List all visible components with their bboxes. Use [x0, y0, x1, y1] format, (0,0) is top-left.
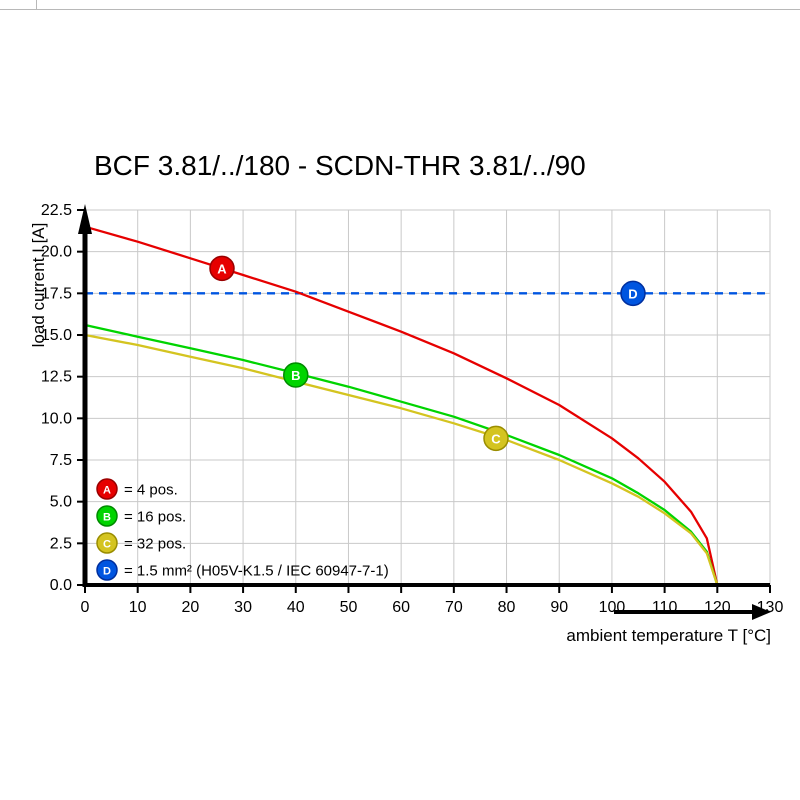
legend-swatch-A — [96, 478, 118, 500]
x-tick-label: 50 — [340, 599, 358, 616]
y-tick-label: 0.0 — [50, 577, 72, 594]
y-tick-label: 2.5 — [50, 535, 72, 552]
x-tick-label: 30 — [234, 599, 252, 616]
y-tick-label: 5.0 — [50, 494, 72, 511]
legend-swatch-B — [96, 505, 118, 527]
y-tick-label: 15.0 — [41, 327, 72, 344]
marker-letter-C: C — [491, 431, 501, 446]
x-tick-label: 60 — [392, 599, 410, 616]
marker-A — [209, 255, 235, 282]
chart-title: BCF 3.81/../180 - SCDN-THR 3.81/../90 — [94, 150, 586, 181]
x-axis-arrowhead — [752, 604, 771, 620]
legend-label-D: = 1.5 mm² (H05V-K1.5 / IEC 60947-7-1) — [124, 563, 389, 580]
y-tick-label: 10.0 — [41, 410, 72, 427]
y-tick-label: 22.5 — [41, 202, 72, 219]
legend-letter-A: A — [103, 485, 111, 497]
marker-letter-B: B — [291, 368, 300, 383]
legend-letter-C: C — [103, 539, 111, 551]
legend-label-A: = 4 pos. — [124, 482, 178, 499]
curve-B — [84, 323, 719, 586]
y-tick-label: 7.5 — [50, 452, 72, 469]
top-border-line — [0, 9, 800, 10]
x-tick-label: 80 — [498, 599, 516, 616]
legend-label-C: = 32 pos. — [124, 536, 186, 553]
legend-label-B: = 16 pos. — [124, 509, 186, 526]
x-tick-label: 0 — [81, 599, 90, 616]
x-tick-label: 40 — [287, 599, 305, 616]
y-tick-label: 20.0 — [41, 244, 72, 261]
curve-C — [84, 333, 719, 586]
marker-letter-D: D — [628, 286, 637, 301]
x-tick-label: 70 — [445, 599, 463, 616]
x-tick-label: 20 — [181, 599, 199, 616]
y-tick-label: 12.5 — [41, 369, 72, 386]
y-axis-arrowhead — [78, 204, 92, 234]
x-axis-label: ambient temperature T [°C] — [566, 626, 771, 645]
x-tick-label: 10 — [129, 599, 147, 616]
marker-letter-A: A — [217, 261, 227, 276]
marker-B — [283, 362, 309, 388]
x-tick-label: 90 — [550, 599, 568, 616]
marker-D — [620, 280, 646, 307]
legend-swatch-C — [96, 532, 118, 554]
legend-letter-D: D — [103, 566, 111, 578]
y-tick-label: 17.5 — [41, 285, 72, 302]
marker-C — [483, 425, 509, 452]
y-axis-label: load current I [A] — [29, 223, 48, 348]
legend-letter-B: B — [103, 512, 111, 524]
top-border-tick — [36, 0, 37, 9]
legend-swatch-D — [96, 559, 118, 581]
